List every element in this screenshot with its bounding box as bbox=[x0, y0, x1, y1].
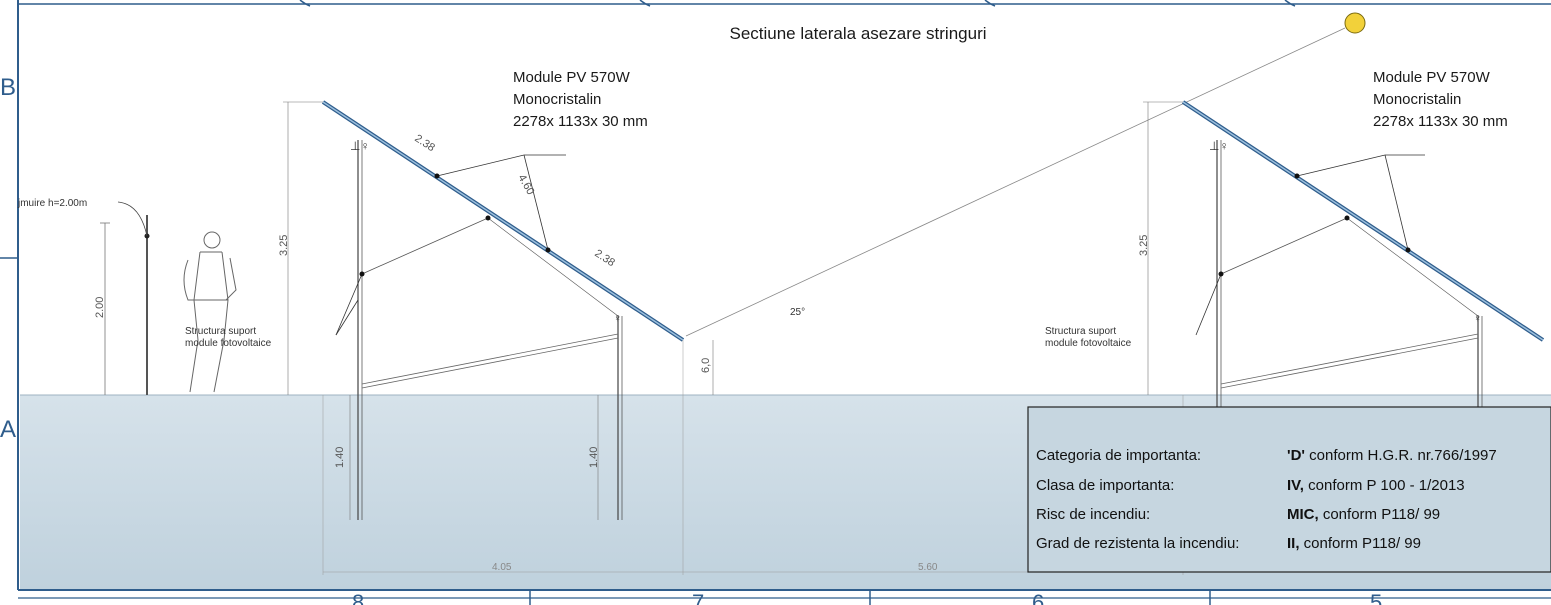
pv-row-left: ⊥♀ ♀ bbox=[283, 100, 685, 575]
left-structure-label-1: Structura suport bbox=[185, 326, 256, 337]
left-panel-seg1-dim: 2.38 bbox=[412, 132, 437, 154]
fence-label: jmuire h=2.00m bbox=[17, 198, 87, 209]
left-panel-seg2-dim: 2.38 bbox=[592, 247, 617, 269]
info-value-clasa-rest: conform P 100 - 1/2013 bbox=[1304, 477, 1465, 494]
left-module-type: Monocristalin bbox=[513, 91, 601, 108]
right-height-dim: 3.25 bbox=[1138, 235, 1150, 256]
info-value-clasa-bold: IV, bbox=[1287, 477, 1304, 494]
info-value-clasa: IV, conform P 100 - 1/2013 bbox=[1287, 477, 1465, 494]
info-label-grad: Grad de rezistenta la incendiu: bbox=[1036, 535, 1239, 552]
svg-text:⊥♀: ⊥♀ bbox=[1209, 139, 1228, 153]
right-module-title: Module PV 570W bbox=[1373, 69, 1491, 86]
info-label-clasa: Clasa de importanta: bbox=[1036, 477, 1174, 494]
right-structure-label-1: Structura suport bbox=[1045, 326, 1116, 337]
svg-text:♀: ♀ bbox=[613, 311, 622, 325]
info-value-categoria-rest: conform H.G.R. nr.766/1997 bbox=[1305, 447, 1497, 464]
fence bbox=[100, 201, 150, 395]
column-number-5: 5 bbox=[1370, 590, 1382, 605]
info-label-categoria: Categoria de importanta: bbox=[1036, 447, 1201, 464]
border-letter-a: A bbox=[0, 416, 16, 443]
right-module-type: Monocristalin bbox=[1373, 91, 1461, 108]
info-value-risc: MIC, conform P118/ 99 bbox=[1287, 506, 1440, 523]
fence-height-dim: 2.00 bbox=[94, 297, 106, 318]
info-value-categoria-bold: 'D' bbox=[1287, 447, 1305, 464]
right-module-size: 2278x 1133x 30 mm bbox=[1373, 113, 1508, 130]
border-letter-b: B bbox=[0, 74, 16, 101]
drawing-title: Sectiune laterala asezare stringuri bbox=[729, 24, 986, 43]
info-value-grad: II, conform P118/ 99 bbox=[1287, 535, 1421, 552]
ground-clearance-dim: 6,0 bbox=[700, 358, 712, 373]
column-number-7: 7 bbox=[692, 590, 704, 605]
info-value-risc-rest: conform P118/ 99 bbox=[1319, 506, 1440, 523]
person-figure bbox=[183, 231, 237, 393]
info-value-grad-bold: II, bbox=[1287, 535, 1300, 552]
left-pile-depth-dim-1: 1.40 bbox=[334, 447, 346, 468]
sun-ray-line bbox=[685, 27, 1346, 337]
row-spacing-dim: 5.60 bbox=[918, 562, 938, 573]
right-structure-label-2: module fotovoltaice bbox=[1045, 338, 1132, 349]
info-value-grad-rest: conform P118/ 99 bbox=[1300, 535, 1421, 552]
column-number-8: 8 bbox=[352, 590, 364, 605]
sun-icon bbox=[1344, 12, 1366, 34]
left-height-dim: 3.25 bbox=[278, 235, 290, 256]
left-row-depth-dim: 4.05 bbox=[492, 562, 512, 573]
info-value-risc-bold: MIC, bbox=[1287, 506, 1319, 523]
left-module-title: Module PV 570W bbox=[513, 69, 631, 86]
info-label-risc: Risc de incendiu: bbox=[1036, 506, 1150, 523]
svg-text:⊥♀: ⊥♀ bbox=[350, 139, 369, 153]
tilt-angle-dim: 25° bbox=[790, 307, 805, 318]
left-pile-depth-dim-2: 1.40 bbox=[588, 447, 600, 468]
column-number-6: 6 bbox=[1032, 590, 1044, 605]
left-module-size: 2278x 1133x 30 mm bbox=[513, 113, 648, 130]
left-structure-label-2: module fotovoltaice bbox=[185, 338, 272, 349]
info-value-categoria: 'D' conform H.G.R. nr.766/1997 bbox=[1287, 447, 1497, 464]
svg-text:♀: ♀ bbox=[1473, 311, 1482, 325]
info-box bbox=[1027, 406, 1551, 573]
